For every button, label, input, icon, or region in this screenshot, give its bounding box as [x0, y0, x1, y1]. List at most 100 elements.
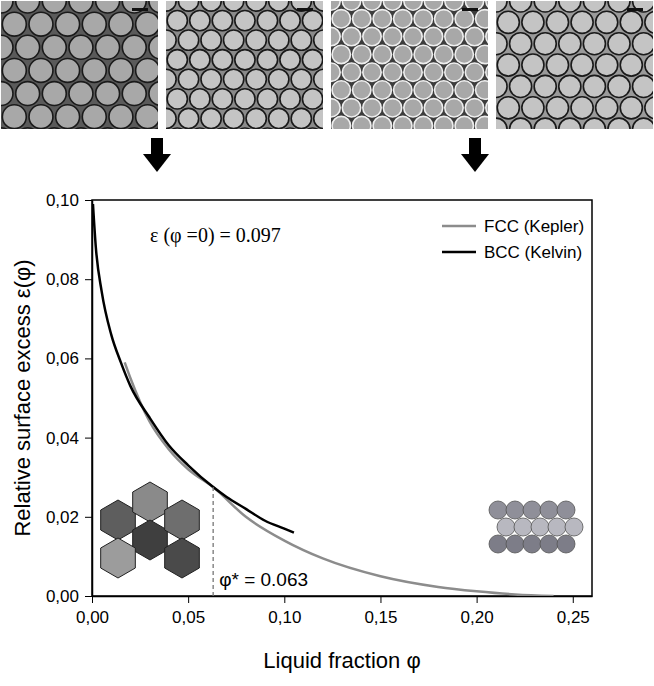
photo-cell — [16, 35, 40, 59]
kelvin-face — [101, 500, 136, 540]
photo-cell — [522, 97, 544, 119]
photo-cell — [269, 1, 289, 11]
photo-cell — [497, 11, 519, 33]
y-tick: 0,10 — [46, 191, 92, 210]
photo-cell — [56, 12, 80, 36]
photo-background — [496, 1, 653, 129]
photo-cell — [394, 45, 412, 63]
y-tick-mark — [85, 438, 92, 439]
x-tick-label: 0,00 — [76, 608, 109, 627]
x-axis-line — [93, 596, 593, 598]
sphere — [565, 518, 583, 536]
sphere — [523, 501, 541, 519]
photo-cell — [332, 81, 350, 99]
photo-cell — [363, 63, 381, 81]
photo-cell — [383, 27, 401, 45]
photo-cell — [559, 1, 581, 12]
photo-cell — [534, 1, 556, 12]
x-tick: 0,20 — [461, 596, 494, 627]
photo-cell — [136, 12, 158, 36]
scale-bar — [462, 8, 478, 11]
photo-cell — [2, 12, 26, 36]
photo-cell — [1, 1, 13, 13]
fcc-spheres-inset — [489, 501, 583, 553]
photo-cell — [383, 99, 401, 117]
photo-cell — [314, 69, 323, 89]
data-area — [93, 204, 554, 596]
photo-background — [166, 1, 323, 129]
photo-cell — [510, 1, 532, 12]
series-line — [93, 204, 294, 533]
photo-cell — [82, 58, 106, 82]
photo-cell — [534, 75, 556, 97]
photo-cell — [201, 69, 221, 89]
photo-cell — [269, 30, 289, 50]
photo-cell — [476, 81, 488, 99]
photo-cell — [363, 27, 381, 45]
plot-frame — [92, 200, 592, 596]
photo-cell — [373, 81, 391, 99]
photo-cell — [201, 30, 221, 50]
y-tick-label: 0,10 — [46, 191, 79, 210]
photo-cell — [373, 116, 391, 129]
photo-cell — [212, 128, 232, 129]
photo-cell — [546, 97, 568, 119]
kelvin-face — [165, 538, 200, 578]
photo-cell — [224, 30, 244, 50]
photo-cell — [383, 1, 401, 10]
photo-cell — [383, 63, 401, 81]
photo-cell — [486, 99, 488, 117]
photo-cell — [302, 128, 322, 129]
photo-cell — [167, 10, 187, 30]
photo — [496, 1, 653, 129]
photo-cell — [424, 27, 442, 45]
x-tick-label: 0,10 — [268, 608, 301, 627]
photo-cell — [302, 10, 322, 30]
y-tick-mark — [85, 517, 92, 518]
y-tick: 0,08 — [46, 270, 92, 289]
photo-cell — [257, 50, 277, 70]
photo-cell — [445, 1, 463, 10]
sphere — [557, 501, 575, 519]
y-tick: 0,00 — [46, 587, 92, 606]
photo-cell — [42, 35, 66, 59]
photo-cell — [559, 33, 581, 55]
photo-cell — [633, 75, 653, 97]
photo-cell — [1, 82, 13, 106]
photo-cell — [224, 108, 244, 128]
photo-cell — [583, 1, 605, 12]
y-axis-line — [92, 201, 94, 597]
photo-cell — [96, 1, 120, 13]
sphere — [489, 501, 507, 519]
photo-cell — [331, 27, 340, 45]
y-axis-title: Relative surface excess ε(φ) — [10, 259, 35, 536]
photo-cell — [645, 54, 653, 76]
sphere — [523, 535, 541, 553]
photo-cell — [620, 54, 642, 76]
arrow — [461, 138, 489, 172]
photo-cell — [445, 63, 463, 81]
x-tick: 0,05 — [172, 596, 205, 627]
photo-cell — [363, 1, 381, 10]
photo-cell — [235, 10, 255, 30]
photo-cell — [404, 99, 422, 117]
y-tick-mark — [85, 279, 92, 280]
photo-cell — [353, 10, 371, 28]
photo-cell — [394, 116, 412, 129]
photo-cell — [190, 10, 210, 30]
photo-cell — [414, 10, 432, 28]
y-tick-mark — [85, 200, 92, 201]
photo-cell — [82, 12, 106, 36]
photo-cell — [291, 69, 311, 89]
x-tick-label: 0,15 — [364, 608, 397, 627]
photo-cell — [455, 45, 473, 63]
y-tick: 0,02 — [46, 508, 92, 527]
x-tick: 0,00 — [76, 596, 109, 627]
photo-cell — [178, 108, 198, 128]
sphere — [548, 518, 566, 536]
photo-cell — [404, 27, 422, 45]
photo-cell — [212, 89, 232, 109]
photo-cell — [291, 30, 311, 50]
photo-cell — [476, 116, 488, 129]
photo-cell — [534, 118, 556, 129]
